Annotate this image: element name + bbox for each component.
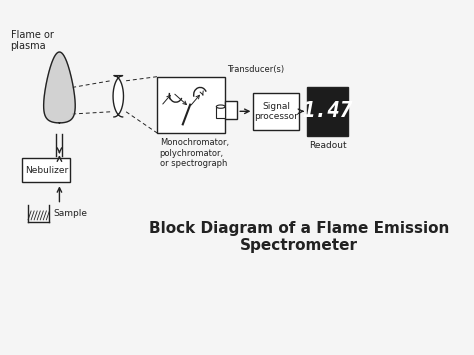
Text: Monochromator,
polychromator,
or spectrograph: Monochromator, polychromator, or spectro… — [160, 138, 229, 168]
Bar — [254, 93, 299, 130]
Polygon shape — [113, 76, 124, 117]
Ellipse shape — [216, 105, 225, 108]
Bar — [157, 77, 225, 133]
Polygon shape — [44, 52, 75, 123]
Bar — [307, 87, 348, 136]
Text: 1.47: 1.47 — [302, 101, 353, 121]
Text: Sample: Sample — [53, 209, 87, 218]
Bar — [225, 101, 237, 119]
Bar — [22, 158, 70, 182]
Text: Transducer(s): Transducer(s) — [227, 65, 284, 73]
Bar — [216, 106, 225, 119]
Text: Block Diagram of a Flame Emission
Spectrometer: Block Diagram of a Flame Emission Spectr… — [149, 221, 449, 253]
Text: Readout: Readout — [309, 141, 346, 149]
Text: Signal
processor: Signal processor — [255, 102, 298, 121]
Text: Nebulizer: Nebulizer — [25, 166, 68, 175]
Text: Flame or
plasma: Flame or plasma — [10, 30, 54, 51]
